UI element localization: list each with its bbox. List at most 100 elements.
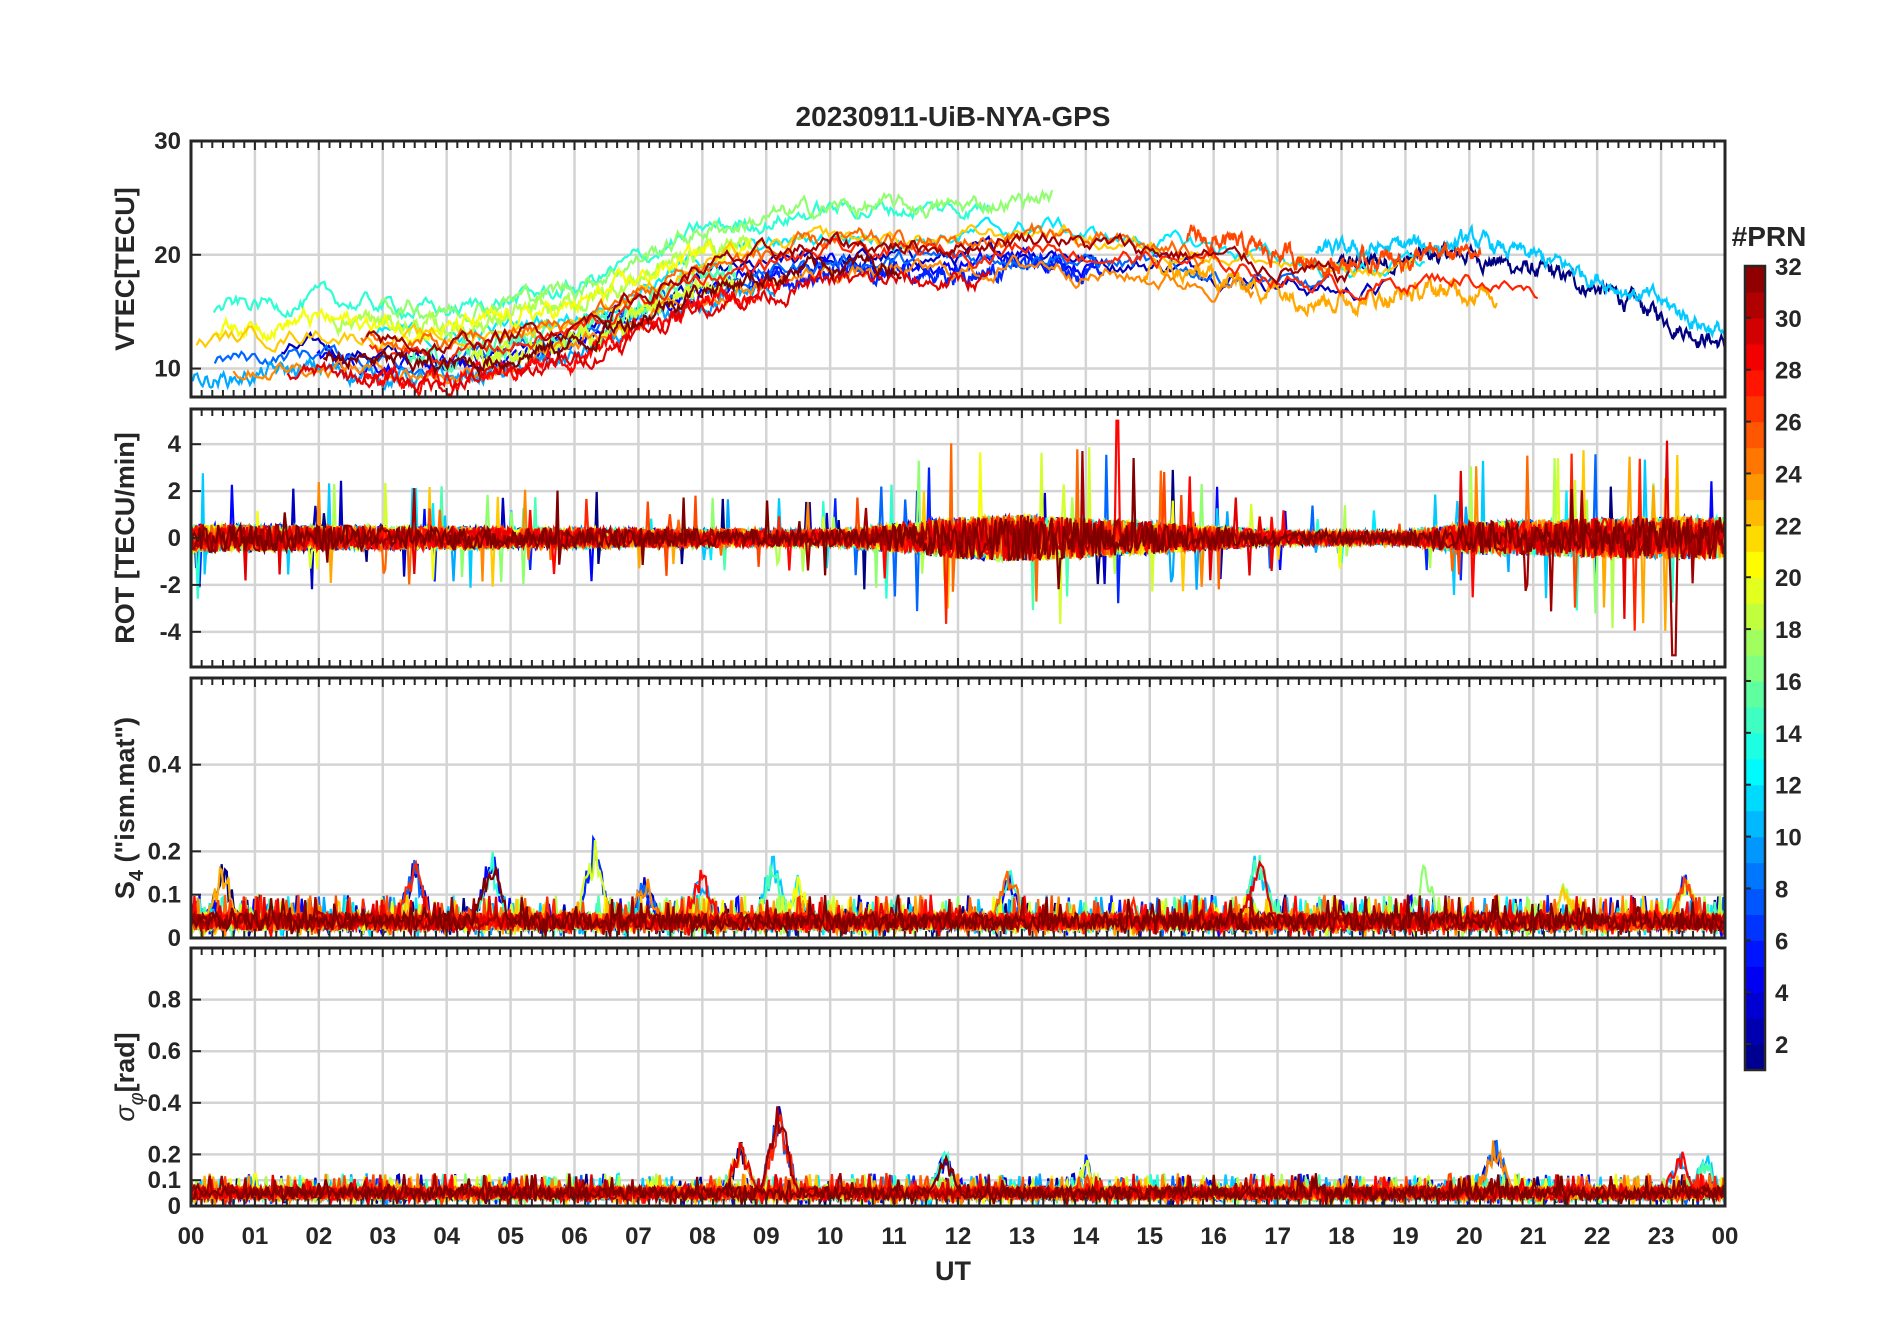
y-tick-label: 0.1 <box>148 882 181 909</box>
series-line-prn-20 <box>214 237 753 347</box>
panel-s4: 00.10.20.4S4 ("ism.mat") <box>110 676 1727 952</box>
colorbar-segment <box>1745 266 1765 293</box>
series-group <box>191 419 1725 657</box>
x-tick-label: 08 <box>689 1223 716 1250</box>
x-tick-label: 23 <box>1648 1223 1675 1250</box>
y-tick-label: 0.1 <box>148 1167 181 1194</box>
colorbar-tick-label: 28 <box>1775 358 1802 385</box>
series-line-prn-18 <box>330 234 759 340</box>
x-tick-label: 20 <box>1456 1223 1483 1250</box>
y-tick-label: 0.8 <box>148 987 181 1014</box>
x-tick-label: 14 <box>1072 1223 1099 1250</box>
x-tick-label: 05 <box>497 1223 524 1250</box>
x-axis-label: UT <box>935 1256 971 1286</box>
colorbar-segment <box>1745 655 1765 682</box>
colorbar-segment <box>1745 577 1765 604</box>
colorbar-segment <box>1745 421 1765 449</box>
x-tick-label: 01 <box>242 1223 269 1250</box>
y-tick-label: 2 <box>168 478 181 505</box>
y-axis-label-main: σ <box>110 1104 140 1122</box>
colorbar-tick-label: 16 <box>1775 669 1802 696</box>
x-tick-label: 22 <box>1584 1223 1611 1250</box>
colorbar-title: #PRN <box>1732 221 1807 252</box>
colorbar-tick-label: 18 <box>1775 617 1802 644</box>
y-axis-label-sub: 4 <box>126 869 148 881</box>
x-tick-label: 17 <box>1264 1223 1291 1250</box>
colorbar-tick-label: 12 <box>1775 773 1802 800</box>
y-tick-label: 0 <box>168 925 181 952</box>
x-tick-label: 21 <box>1520 1223 1547 1250</box>
colorbar-segment <box>1745 291 1765 319</box>
x-tick-label: 16 <box>1200 1223 1227 1250</box>
x-tick-label: 03 <box>369 1223 396 1250</box>
colorbar-tick-label: 6 <box>1775 928 1788 955</box>
colorbar-segment <box>1745 888 1765 915</box>
y-tick-label: 0 <box>168 1193 181 1220</box>
series-line-prn-1 <box>1335 239 1725 350</box>
y-tick-label: 0.6 <box>148 1038 181 1065</box>
colorbar-segment <box>1745 525 1765 552</box>
colorbar-segment <box>1745 1018 1765 1045</box>
chart-title: 20230911-UiB-NYA-GPS <box>796 101 1111 132</box>
colorbar-tick-label: 10 <box>1775 825 1802 852</box>
y-axis-label: VTEC[TECU] <box>110 187 140 351</box>
y-tick-label: 30 <box>154 128 181 155</box>
colorbar-segment <box>1745 603 1765 630</box>
colorbar-tick-label: 30 <box>1775 306 1802 333</box>
colorbar-tick-label: 22 <box>1775 513 1802 540</box>
colorbar-segment <box>1745 758 1765 786</box>
y-tick-label: 20 <box>154 242 181 269</box>
colorbar-tick-label: 24 <box>1775 461 1802 488</box>
colorbar-segment <box>1745 810 1765 838</box>
colorbar-segment <box>1745 447 1765 475</box>
y-tick-label: 0.2 <box>148 1141 181 1168</box>
series-line-prn-27 <box>368 236 1539 371</box>
colorbar-segment <box>1745 732 1765 760</box>
series-group <box>191 188 1725 397</box>
colorbar-segment <box>1745 680 1765 708</box>
colorbar-segment <box>1745 369 1765 397</box>
colorbar-segment <box>1745 317 1765 345</box>
colorbar-tick-label: 32 <box>1775 254 1802 281</box>
panel-sigphi: 00.10.2 0.4 0.6 0.8σφ[rad] <box>110 946 1727 1220</box>
colorbar-frame <box>1743 264 1767 1072</box>
colorbar-tick-label: 8 <box>1775 876 1788 903</box>
series-line-prn-32 <box>191 1154 1725 1206</box>
y-tick-label: 0.4 <box>148 1090 182 1117</box>
colorbar-segment <box>1745 914 1765 941</box>
series-line-prn-23 <box>1143 254 1498 318</box>
colorbar-segment <box>1745 836 1765 864</box>
colorbar-segment <box>1745 395 1765 423</box>
series-line-prn-31 <box>365 230 1351 358</box>
panel-vtec: 10 20 30 VTEC[TECU] <box>110 128 1727 399</box>
series-line-prn-26 <box>1185 224 1482 279</box>
y-axis-label: ROT [TECU/min] <box>110 432 140 643</box>
y-axis-label-main: S <box>110 881 140 899</box>
colorbar-tick-label: 4 <box>1775 980 1789 1007</box>
series-line-prn-24 <box>232 254 1255 385</box>
panel-rot: -4 -2 0 2 4 ROT [TECU/min] <box>110 407 1727 669</box>
colorbar-segment <box>1745 940 1765 967</box>
y-tick-label: -2 <box>160 572 181 599</box>
colorbar-tick-label: 20 <box>1775 565 1802 592</box>
x-tick-label: 09 <box>753 1223 780 1250</box>
x-tick-label: 12 <box>945 1223 972 1250</box>
x-tick-label: 00 <box>1712 1223 1739 1250</box>
y-axis-label-rest: [rad] <box>110 1032 140 1092</box>
series-line-prn-14 <box>212 198 990 321</box>
colorbar-segment <box>1745 862 1765 890</box>
y-axis-label: S4 ("ism.mat") <box>110 717 148 899</box>
x-tick-label: 11 <box>881 1223 906 1250</box>
colorbar-segment <box>1745 966 1765 993</box>
colorbar-segment <box>1745 629 1765 656</box>
series-line-prn-17 <box>379 188 1054 326</box>
series-line-prn-11 <box>1314 223 1725 339</box>
x-tick-label: 10 <box>817 1223 844 1250</box>
x-tick-label: 04 <box>433 1223 460 1250</box>
y-axis-label: σφ[rad] <box>110 1032 148 1121</box>
series-line-prn-32 <box>191 457 1725 590</box>
x-axis: 00 01 02 03 04 05 06 07 08 09 10 11 12 13 14 15 16 17 18 19… <box>178 1223 1739 1250</box>
y-tick-label: -4 <box>160 619 182 646</box>
colorbar-segment <box>1745 499 1765 526</box>
